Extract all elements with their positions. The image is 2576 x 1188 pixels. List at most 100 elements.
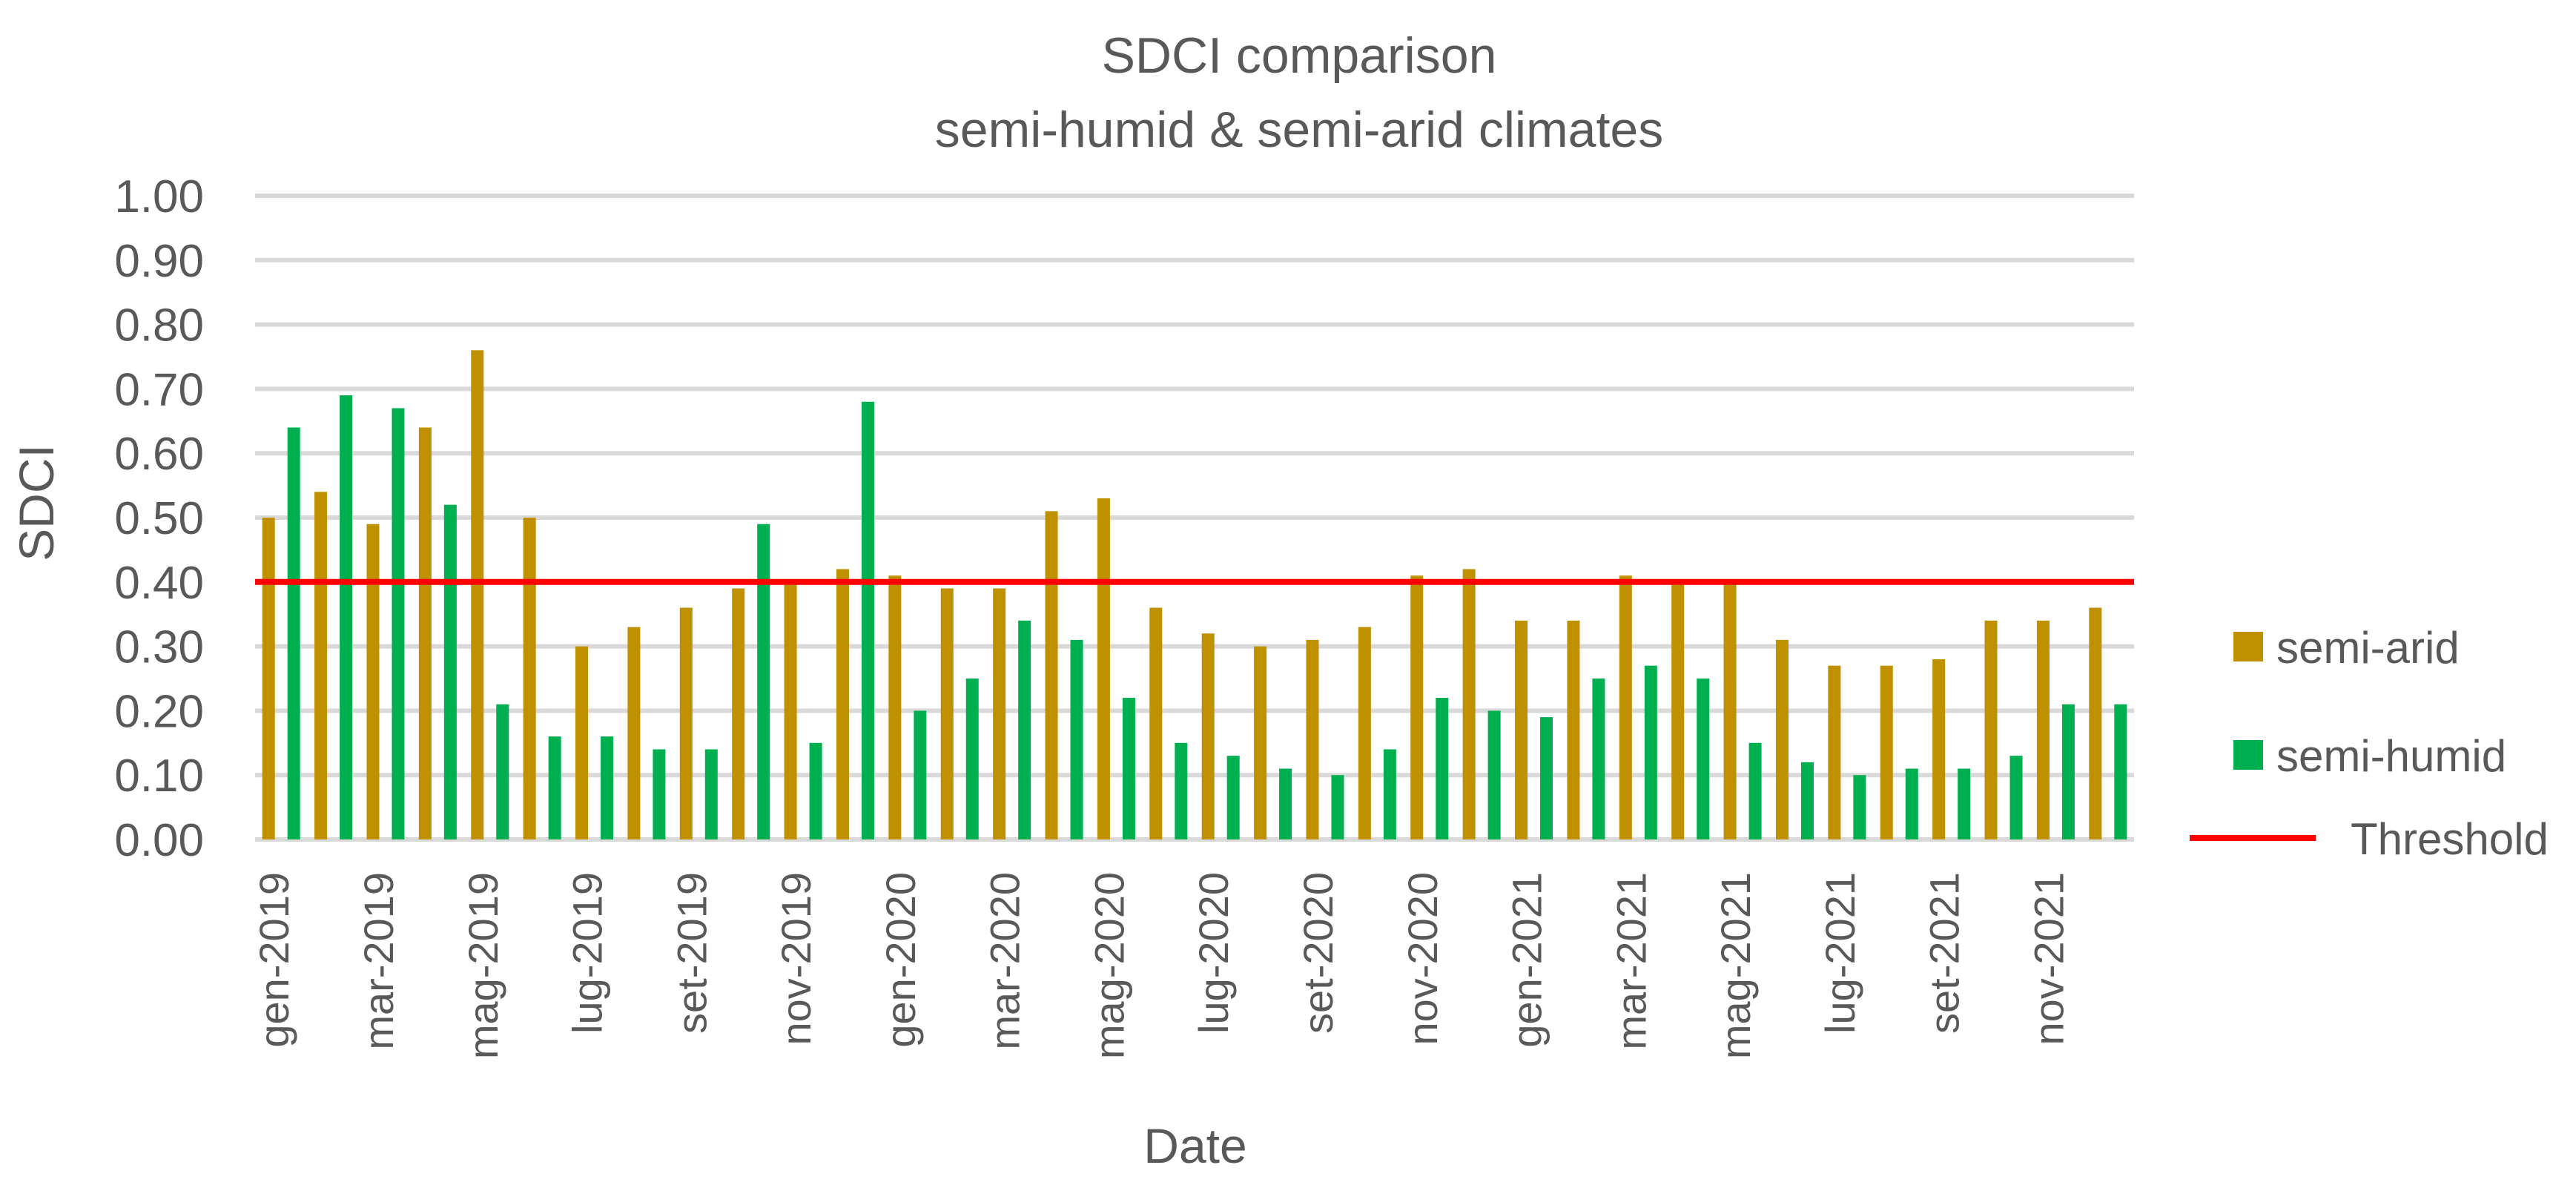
bar-semi-humid-mar-2021 [1644, 665, 1657, 839]
bar-semi-arid-set-2020 [1306, 639, 1319, 839]
bar-semi-arid-giu-2019 [523, 518, 536, 839]
bar-semi-arid-feb-2021 [1567, 620, 1580, 839]
bar-semi-arid-ago-2020 [1254, 646, 1267, 839]
bar-semi-humid-ott-2021 [2009, 756, 2023, 839]
y-tick-label: 0.60 [114, 429, 204, 480]
chart-subtitle: semi-humid & semi-arid climates [935, 102, 1663, 158]
bar-semi-arid-ago-2021 [1880, 665, 1893, 839]
bar-semi-humid-giu-2021 [1800, 762, 1814, 839]
bar-semi-arid-ott-2020 [1358, 627, 1371, 839]
y-tick-label: 0.40 [114, 558, 204, 609]
x-tick-label: lug-2021 [1817, 872, 1863, 1034]
bar-semi-humid-mar-2020 [1018, 620, 1031, 839]
bar-semi-arid-mar-2019 [366, 524, 380, 839]
bar-semi-humid-nov-2019 [809, 742, 822, 839]
y-tick-label: 0.70 [114, 364, 204, 415]
y-tick-label: 0.50 [114, 493, 204, 544]
bar-semi-humid-ago-2021 [1905, 768, 1918, 839]
x-tick-label: mag-2021 [1712, 872, 1759, 1059]
x-tick-label: lug-2019 [564, 872, 611, 1034]
bar-semi-humid-gen-2021 [1540, 717, 1553, 839]
bar-semi-arid-set-2021 [1932, 659, 1946, 839]
bar-semi-arid-nov-2021 [2036, 620, 2050, 839]
x-tick-label: set-2020 [1295, 872, 1341, 1034]
bar-semi-arid-mag-2019 [471, 350, 484, 839]
x-tick-label: mar-2019 [355, 872, 402, 1050]
bar-semi-humid-set-2019 [704, 749, 718, 839]
bar-semi-humid-feb-2019 [340, 395, 353, 839]
bar-semi-humid-nov-2020 [1436, 698, 1449, 839]
bar-semi-arid-giu-2021 [1775, 639, 1789, 839]
bar-semi-humid-lug-2021 [1853, 775, 1866, 839]
bar-semi-humid-ott-2020 [1383, 749, 1396, 839]
x-tick-label: nov-2020 [1399, 872, 1446, 1046]
bar-semi-arid-dic-2021 [2089, 607, 2102, 839]
bar-semi-humid-dic-2021 [2114, 704, 2127, 839]
y-tick-label: 0.00 [114, 815, 204, 866]
y-tick-label: 0.80 [114, 300, 204, 352]
bar-semi-arid-nov-2019 [784, 581, 797, 839]
legend-label-semi-arid: semi-arid [2276, 623, 2460, 673]
bar-semi-humid-feb-2021 [1592, 679, 1605, 839]
bar-semi-humid-set-2020 [1331, 775, 1344, 839]
bar-semi-arid-mag-2021 [1723, 581, 1737, 839]
bar-semi-arid-lug-2019 [575, 646, 589, 839]
bar-semi-humid-mag-2020 [1122, 698, 1135, 839]
bar-semi-arid-gen-2020 [888, 575, 902, 839]
bar-semi-arid-gen-2019 [262, 518, 275, 839]
bar-semi-humid-giu-2020 [1175, 742, 1188, 839]
x-tick-label: set-2021 [1921, 872, 1968, 1034]
bar-semi-humid-set-2021 [1958, 768, 1971, 839]
x-axis-ticks: gen-2019 mar-2019 mag-2019 lug-2019 set-2019… [251, 872, 2072, 1059]
bar-semi-arid-apr-2020 [1045, 511, 1058, 839]
bar-semi-humid-apr-2021 [1697, 679, 1710, 839]
x-tick-label: mag-2020 [1086, 872, 1132, 1059]
bar-semi-arid-apr-2021 [1671, 581, 1685, 839]
x-tick-label: set-2019 [668, 872, 715, 1034]
bar-semi-humid-gen-2019 [287, 427, 300, 839]
legend: semi-arid semi-humid Threshold [2190, 623, 2549, 864]
bar-semi-humid-gen-2020 [914, 710, 927, 839]
x-axis-title: Date [1143, 1118, 1246, 1173]
legend-label-threshold: Threshold [2351, 814, 2549, 864]
x-tick-label: nov-2019 [773, 872, 819, 1046]
bar-semi-humid-lug-2020 [1226, 756, 1240, 839]
bar-semi-arid-set-2019 [679, 607, 693, 839]
bar-semi-arid-lug-2020 [1201, 633, 1215, 839]
y-tick-label: 0.10 [114, 750, 204, 802]
x-tick-label: gen-2019 [251, 872, 297, 1048]
bar-semi-arid-dic-2019 [836, 569, 849, 839]
y-tick-label: 0.20 [114, 686, 204, 737]
x-tick-label: gen-2020 [877, 872, 924, 1048]
x-tick-label: lug-2020 [1190, 872, 1237, 1034]
legend-label-semi-humid: semi-humid [2276, 731, 2506, 781]
bar-semi-humid-ago-2019 [653, 749, 666, 839]
y-tick-label: 1.00 [114, 171, 204, 222]
x-tick-label: mar-2020 [982, 872, 1028, 1050]
legend-swatch-semi-humid [2233, 740, 2263, 770]
bar-semi-arid-ott-2019 [732, 588, 745, 839]
y-axis-ticks: 0.00 0.10 0.20 0.30 0.40 0.50 0.60 0.70 0.80 0.90… [114, 171, 204, 866]
y-tick-label: 0.90 [114, 236, 204, 287]
bar-semi-arid-feb-2019 [314, 492, 328, 839]
bar-semi-arid-dic-2020 [1462, 569, 1476, 839]
bar-semi-humid-dic-2019 [861, 401, 874, 839]
bar-semi-arid-ott-2021 [1984, 620, 1998, 839]
y-tick-label: 0.30 [114, 622, 204, 673]
bar-semi-humid-apr-2019 [443, 504, 457, 839]
bar-semi-arid-feb-2020 [940, 588, 954, 839]
bar-semi-humid-apr-2020 [1070, 639, 1083, 839]
bar-semi-arid-apr-2019 [418, 427, 432, 839]
x-tick-label: gen-2021 [1504, 872, 1550, 1048]
x-tick-label: mar-2021 [1608, 872, 1654, 1050]
grid-lines [255, 194, 2134, 842]
bar-semi-humid-mar-2019 [392, 408, 405, 839]
bar-semi-arid-mag-2020 [1097, 498, 1110, 839]
chart-title: SDCI comparison [1102, 27, 1497, 84]
bar-semi-humid-mag-2021 [1748, 742, 1762, 839]
x-tick-label: nov-2021 [2025, 872, 2072, 1046]
bar-semi-arid-giu-2020 [1149, 607, 1163, 839]
bar-semi-humid-lug-2019 [601, 736, 614, 839]
bar-semi-arid-gen-2021 [1515, 620, 1528, 839]
